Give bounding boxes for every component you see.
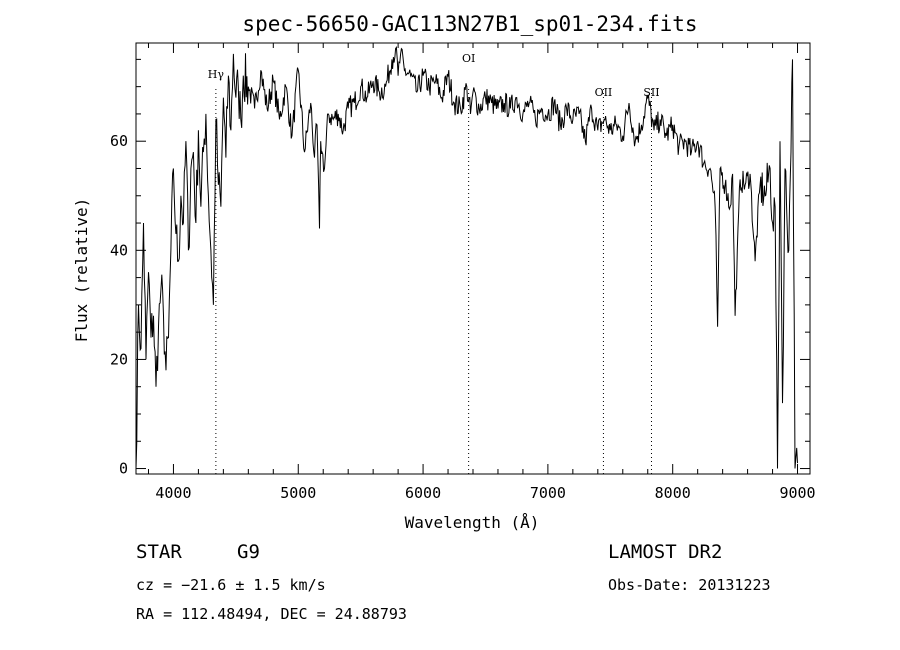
object-class: STAR [136,541,182,563]
subclass: G9 [237,541,260,563]
x-tick-label: 4000 [155,484,191,502]
redshift-text: cz = −21.6 ± 1.5 km/s [136,576,326,594]
line-marker-label: SII [643,86,659,99]
x-tick-label: 7000 [530,484,566,502]
obs-date: Obs-Date: 20131223 [608,576,771,594]
x-axis-label: Wavelength (Å) [405,513,540,532]
spectrum-series [135,45,798,469]
x-tick-label: 8000 [655,484,691,502]
line-markers: Hγ OI OII SII [208,52,660,474]
x-tick-label: 6000 [405,484,441,502]
plot-border [135,42,811,475]
y-tick-label: 60 [110,132,128,150]
y-tick-label: 40 [110,241,128,259]
chart-title: spec-56650-GAC113N27B1_sp01-234.fits [242,12,698,36]
plot-frame [135,42,811,475]
tick-labels: 4000 5000 6000 7000 8000 9000 0 20 40 60 [110,132,816,502]
line-marker-label: Hγ [208,68,225,81]
x-tick-label: 5000 [280,484,316,502]
y-tick-label: 0 [119,460,128,478]
coordinates: RA = 112.48494, DEC = 24.88793 [136,605,407,623]
spectrum-line [135,45,798,469]
y-axis-label: Flux (relative) [72,198,91,343]
x-tick-label: 9000 [779,484,815,502]
line-marker-label: OI [462,52,475,65]
line-marker-label: OII [595,86,613,99]
y-tick-label: 20 [110,350,128,368]
survey-label: LAMOST DR2 [608,541,723,563]
